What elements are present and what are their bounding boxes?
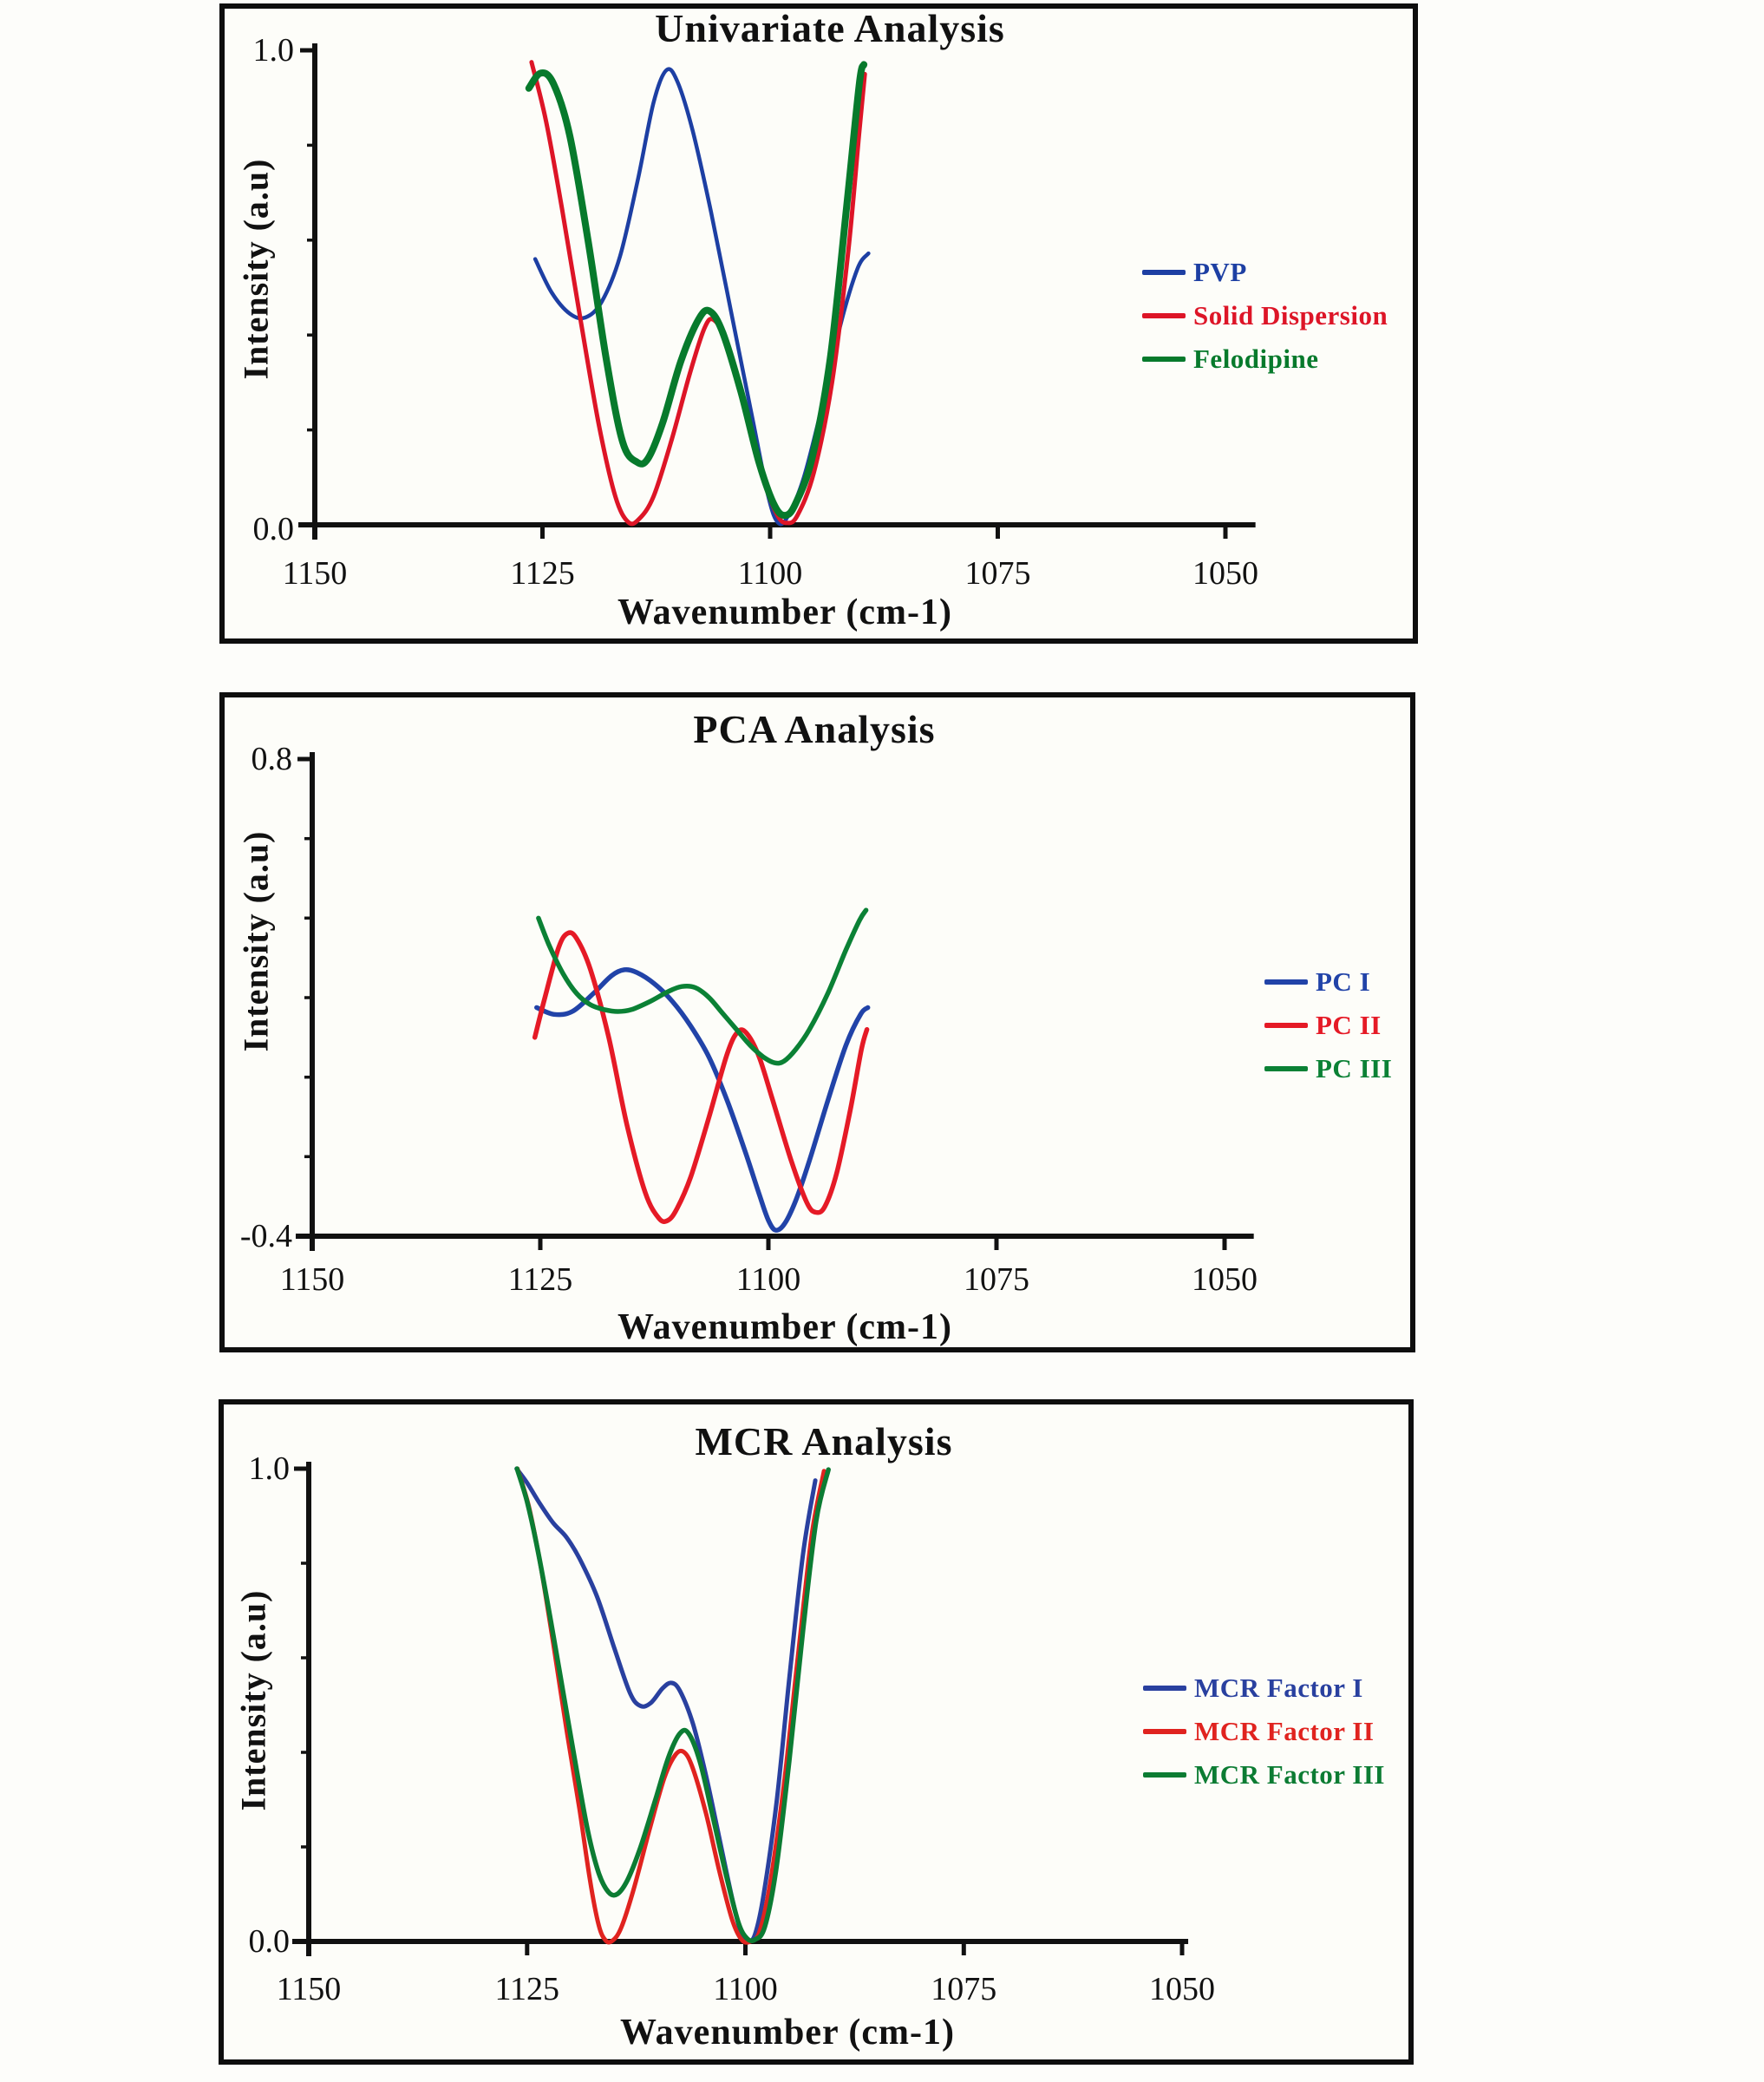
legend-line-swatch (1264, 1023, 1308, 1028)
legend-item: MCR Factor III (1143, 1753, 1385, 1797)
x-axis-title: Wavenumber (cm-1) (620, 2013, 955, 2053)
legend-label: MCR Factor III (1194, 1759, 1385, 1790)
legend-label: MCR Factor II (1194, 1716, 1375, 1746)
series-curve-pc-i (534, 967, 871, 1233)
x-axis-title: Wavenumber (cm-1) (617, 1307, 952, 1347)
legend-item: PC I (1264, 960, 1392, 1004)
chart-title: PCA Analysis (693, 707, 936, 751)
chart-title: MCR Analysis (695, 1419, 953, 1463)
series-curve-solid-dispersion (529, 60, 867, 527)
x-tick-label: 1075 (964, 1261, 1029, 1298)
legend-item: PC III (1264, 1047, 1392, 1090)
series-curve-pc-ii (532, 930, 870, 1224)
series-curve-felodipine (525, 61, 868, 520)
legend-item: PC II (1264, 1004, 1392, 1047)
y-tick-bottom: -0.4 (239, 1218, 292, 1254)
y-tick-top: 1.0 (248, 1450, 291, 1487)
legend-label: MCR Factor I (1194, 1673, 1363, 1703)
panel-mcr-analysis: MCR Analysis Intensity (a.u) 1.0 0.0 115… (219, 1399, 1414, 2065)
y-tick-top: 1.0 (252, 32, 295, 69)
panel-pca-analysis: PCA Analysis Intensity (a.u) 0.8 -0.4 11… (219, 692, 1415, 1352)
y-tick-top: 0.8 (251, 741, 293, 777)
series-curve-mcr-factor-ii (515, 1466, 826, 1945)
series-curve-pc-iii (536, 907, 869, 1066)
series-curve-mcr-factor-iii (514, 1466, 831, 1944)
plot-area-mcr (292, 1462, 1189, 1956)
x-tick-label: 1050 (1192, 555, 1258, 592)
x-tick-label: 1100 (713, 1971, 778, 2007)
panel-univariate-analysis: Univariate Analysis Intensity (a.u) 1.0 … (219, 3, 1418, 644)
y-axis-title: Intensity (a.u) (236, 830, 276, 1052)
x-tick-label: 1050 (1192, 1261, 1258, 1298)
chart-title: Univariate Analysis (655, 6, 1005, 50)
legend-item: MCR Factor I (1143, 1666, 1385, 1710)
plot-area-pca (296, 752, 1254, 1251)
legend-label: PC III (1316, 1053, 1393, 1084)
legend-line-swatch (1142, 313, 1186, 318)
legend-item: Felodipine (1142, 337, 1388, 381)
legend-line-swatch (1143, 1729, 1186, 1734)
x-tick-label: 1150 (282, 555, 348, 592)
x-tick-label: 1125 (507, 1261, 573, 1298)
x-tick-label: 1150 (276, 1971, 342, 2007)
legend-line-swatch (1143, 1686, 1186, 1691)
x-tick-label: 1075 (931, 1971, 997, 2007)
series-curve-mcr-factor-i (514, 1466, 818, 1945)
legend-line-swatch (1142, 270, 1186, 275)
plot-area-univariate (298, 43, 1256, 540)
legend-item: PVP (1142, 251, 1388, 294)
legend-label: PC II (1316, 1010, 1382, 1040)
x-tick-label: 1075 (964, 555, 1031, 592)
y-tick-bottom: 0.0 (248, 1923, 291, 1960)
legend-line-swatch (1264, 979, 1308, 985)
y-tick-bottom: 0.0 (252, 511, 295, 547)
x-tick-label: 1150 (279, 1261, 345, 1298)
legend-label: PC I (1316, 966, 1371, 997)
legend: PVP Solid Dispersion Felodipine (1142, 251, 1388, 381)
x-tick-label: 1125 (510, 555, 575, 592)
legend-label: Felodipine (1193, 344, 1319, 374)
x-tick-label: 1125 (494, 1971, 560, 2007)
y-axis-title: Intensity (a.u) (236, 158, 276, 380)
legend: MCR Factor I MCR Factor II MCR Factor II… (1143, 1666, 1385, 1797)
legend-line-swatch (1143, 1772, 1186, 1778)
x-tick-label: 1100 (735, 1261, 801, 1298)
y-axis-title: Intensity (a.u) (233, 1589, 273, 1811)
x-tick-label: 1050 (1149, 1971, 1215, 2007)
x-axis-title: Wavenumber (cm-1) (617, 593, 952, 632)
legend-item: Solid Dispersion (1142, 294, 1388, 337)
x-tick-label: 1100 (737, 555, 803, 592)
legend: PC I PC II PC III (1264, 960, 1392, 1090)
legend-label: Solid Dispersion (1193, 300, 1388, 331)
legend-label: PVP (1193, 257, 1247, 287)
legend-line-swatch (1264, 1066, 1308, 1071)
legend-item: MCR Factor II (1143, 1710, 1385, 1753)
legend-line-swatch (1142, 357, 1186, 362)
